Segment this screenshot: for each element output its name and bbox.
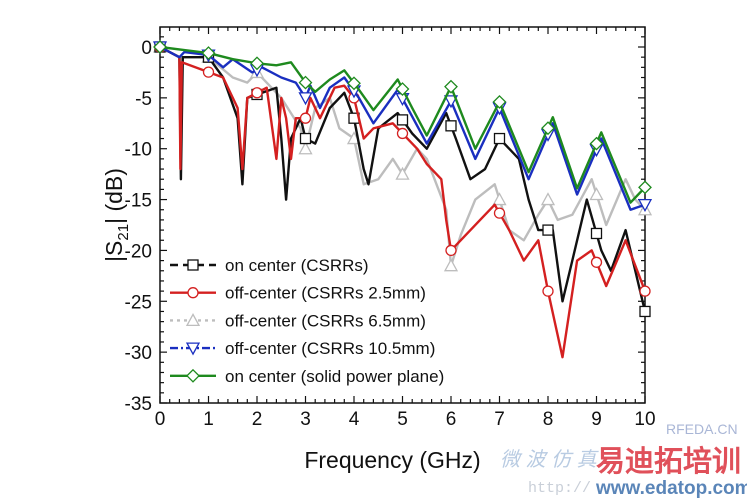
series-1-marker xyxy=(542,285,554,297)
series-2-line xyxy=(159,45,646,267)
legend-label-3: off-center (CSRRs 10.5mm) xyxy=(225,339,435,358)
watermark-site-code: RFEDA.CN xyxy=(666,421,738,437)
series-2-marker xyxy=(395,166,410,180)
watermark-url: www.edatop.com xyxy=(596,478,747,499)
x-tick-label: 8 xyxy=(543,409,554,430)
series-0-marker xyxy=(396,114,409,126)
series-4-marker xyxy=(589,136,604,151)
series-4-marker xyxy=(395,82,410,96)
series-1-marker xyxy=(639,285,651,297)
series-4-marker xyxy=(347,76,361,91)
series-0-marker xyxy=(590,227,603,240)
x-tick-label: 5 xyxy=(397,409,408,430)
series-1-marker xyxy=(251,87,263,99)
series-3-marker xyxy=(637,199,653,213)
series-4-marker xyxy=(638,180,652,195)
x-axis-label: Frequency (GHz) xyxy=(304,447,480,473)
legend-label-1: off-center (CSRRs 2.5mm) xyxy=(225,284,426,303)
watermark-brand: 易迪拓培训 xyxy=(596,446,742,478)
series-0-marker xyxy=(639,305,651,318)
y-tick-label: -5 xyxy=(135,89,152,110)
x-tick-label: 9 xyxy=(591,409,602,430)
series-3-line xyxy=(159,45,646,211)
x-tick-label: 10 xyxy=(634,409,655,430)
series-4-marker xyxy=(492,95,507,109)
series-0-marker xyxy=(542,224,554,236)
y-tick-label: -35 xyxy=(125,394,152,415)
series-4-marker xyxy=(541,121,555,136)
legend-label-4: on center (solid power plane) xyxy=(225,367,444,386)
legend-marker-0 xyxy=(187,259,199,271)
x-tick-label: 1 xyxy=(203,409,214,430)
y-axis-label-main: |S xyxy=(101,241,127,262)
series-4-marker xyxy=(201,46,216,61)
y-axis-label-sub: 21 xyxy=(115,224,132,241)
y-tick-label: -10 xyxy=(125,140,152,161)
series-3-marker xyxy=(443,95,459,109)
y-tick-label: -25 xyxy=(125,292,152,313)
x-tick-label: 2 xyxy=(252,409,263,430)
series-1-marker xyxy=(590,256,603,268)
legend-marker-1 xyxy=(187,287,199,299)
y-tick-label: -20 xyxy=(125,241,152,262)
series-2-marker xyxy=(589,187,604,201)
x-tick-label: 3 xyxy=(300,409,311,430)
series-3-marker xyxy=(298,92,313,106)
series-1-marker xyxy=(202,66,215,78)
legend-label-0: on center (CSRRs) xyxy=(225,256,369,275)
series-4-marker xyxy=(444,79,458,94)
y-axis-label: |S21| (dB) xyxy=(101,168,132,262)
y-tick-label: -15 xyxy=(125,191,152,212)
x-tick-label: 4 xyxy=(349,409,360,430)
series-1-marker xyxy=(445,244,457,257)
series-2-marker xyxy=(540,192,556,206)
x-tick-label: 0 xyxy=(155,409,166,430)
series-0-marker xyxy=(493,132,506,145)
legend-marker-3 xyxy=(185,342,201,356)
series-1-marker xyxy=(299,112,312,124)
series-4-marker xyxy=(298,75,313,90)
series-2-marker xyxy=(443,258,459,272)
watermark-url-prefix: http:// xyxy=(528,480,592,497)
y-axis-label-rest: | (dB) xyxy=(101,168,127,224)
legend-marker-2 xyxy=(185,313,201,327)
x-tick-label: 6 xyxy=(446,409,457,430)
x-tick-label: 7 xyxy=(494,409,505,430)
series-1-marker xyxy=(396,127,409,140)
series-1-marker xyxy=(493,207,506,219)
series-0-marker xyxy=(445,120,457,132)
series-4-marker xyxy=(250,56,264,71)
legend-marker-4 xyxy=(186,368,200,383)
series-2-marker xyxy=(492,192,507,206)
series-0-marker xyxy=(299,132,312,145)
series-2-marker xyxy=(298,141,313,155)
series-1-line xyxy=(159,45,647,359)
series-4-marker xyxy=(153,40,167,54)
y-tick-label: 0 xyxy=(141,38,152,59)
legend-label-2: off-center (CSRRs 6.5mm) xyxy=(225,311,426,330)
y-tick-label: -30 xyxy=(125,343,152,364)
watermark-faint-chinese: 微 波 仿 真 xyxy=(500,449,597,471)
